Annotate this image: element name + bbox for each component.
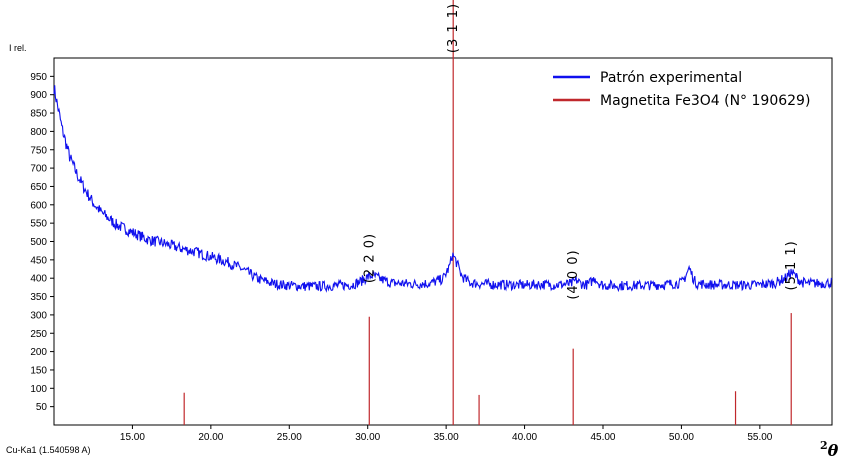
experimental-pattern-line — [54, 85, 832, 290]
y-tick-label: 750 — [30, 145, 47, 156]
y-tick-label: 800 — [30, 127, 47, 138]
x-tick-label: 15.00 — [120, 432, 145, 443]
y-tick-label: 300 — [30, 310, 47, 321]
legend-label-magnetite: Magnetita Fe3O4 (N° 190629) — [600, 93, 810, 109]
y-tick-label: 400 — [30, 274, 47, 285]
y-axis-label: I rel. — [9, 43, 27, 53]
hkl-label: (2 2 0) — [362, 233, 377, 283]
x-tick-label: 45.00 — [590, 432, 615, 443]
hkl-label: (3 1 1) — [446, 3, 461, 53]
y-tick-label: 200 — [30, 347, 47, 358]
legend: Patrón experimental Magnetita Fe3O4 (N° … — [553, 70, 810, 109]
x-tick-label: 20.00 — [198, 432, 223, 443]
y-tick-label: 600 — [30, 200, 47, 211]
legend-label-experimental: Patrón experimental — [600, 70, 742, 86]
y-tick-label: 650 — [30, 182, 47, 193]
plot-area — [54, 58, 832, 425]
x-tick-label: 55.00 — [747, 432, 772, 443]
y-tick-label: 950 — [30, 72, 47, 83]
x-axis-theta-superscript: 2 — [820, 439, 828, 452]
plot-frame — [54, 58, 832, 425]
y-axis: 50 100 150 200 250 300 350 400 450 500 550 600 650 70… — [30, 72, 54, 413]
hkl-label: (4 0 0) — [566, 249, 581, 299]
y-tick-label: 850 — [30, 109, 47, 120]
x-tick-label: 30.00 — [355, 432, 380, 443]
x-tick-label: 40.00 — [512, 432, 537, 443]
x-tick-label: 25.00 — [277, 432, 302, 443]
y-tick-label: 500 — [30, 237, 47, 248]
y-tick-label: 900 — [30, 90, 47, 101]
x-axis-radiation-label: Cu-Ka1 (1.540598 A) — [6, 445, 91, 455]
hkl-label: (5 1 1) — [784, 240, 799, 290]
hkl-annotations: (2 2 0) (3 1 1) (4 0 0) (5 1 1) — [362, 3, 799, 300]
y-tick-label: 700 — [30, 164, 47, 175]
y-tick-label: 350 — [30, 292, 47, 303]
y-tick-label: 100 — [30, 384, 47, 395]
x-axis-theta-symbol: θ — [828, 441, 839, 458]
x-axis: 15.00 20.00 25.00 30.00 35.00 40.00 45.00 50.00… — [120, 425, 773, 443]
y-tick-label: 550 — [30, 219, 47, 230]
y-tick-label: 250 — [30, 329, 47, 340]
y-tick-label: 150 — [30, 365, 47, 376]
reference-sticks — [184, 0, 791, 425]
x-tick-label: 50.00 — [669, 432, 694, 443]
x-axis-theta-label: 2θ — [820, 439, 839, 458]
x-tick-label: 35.00 — [434, 432, 459, 443]
y-tick-label: 50 — [36, 402, 48, 413]
y-tick-label: 450 — [30, 255, 47, 266]
